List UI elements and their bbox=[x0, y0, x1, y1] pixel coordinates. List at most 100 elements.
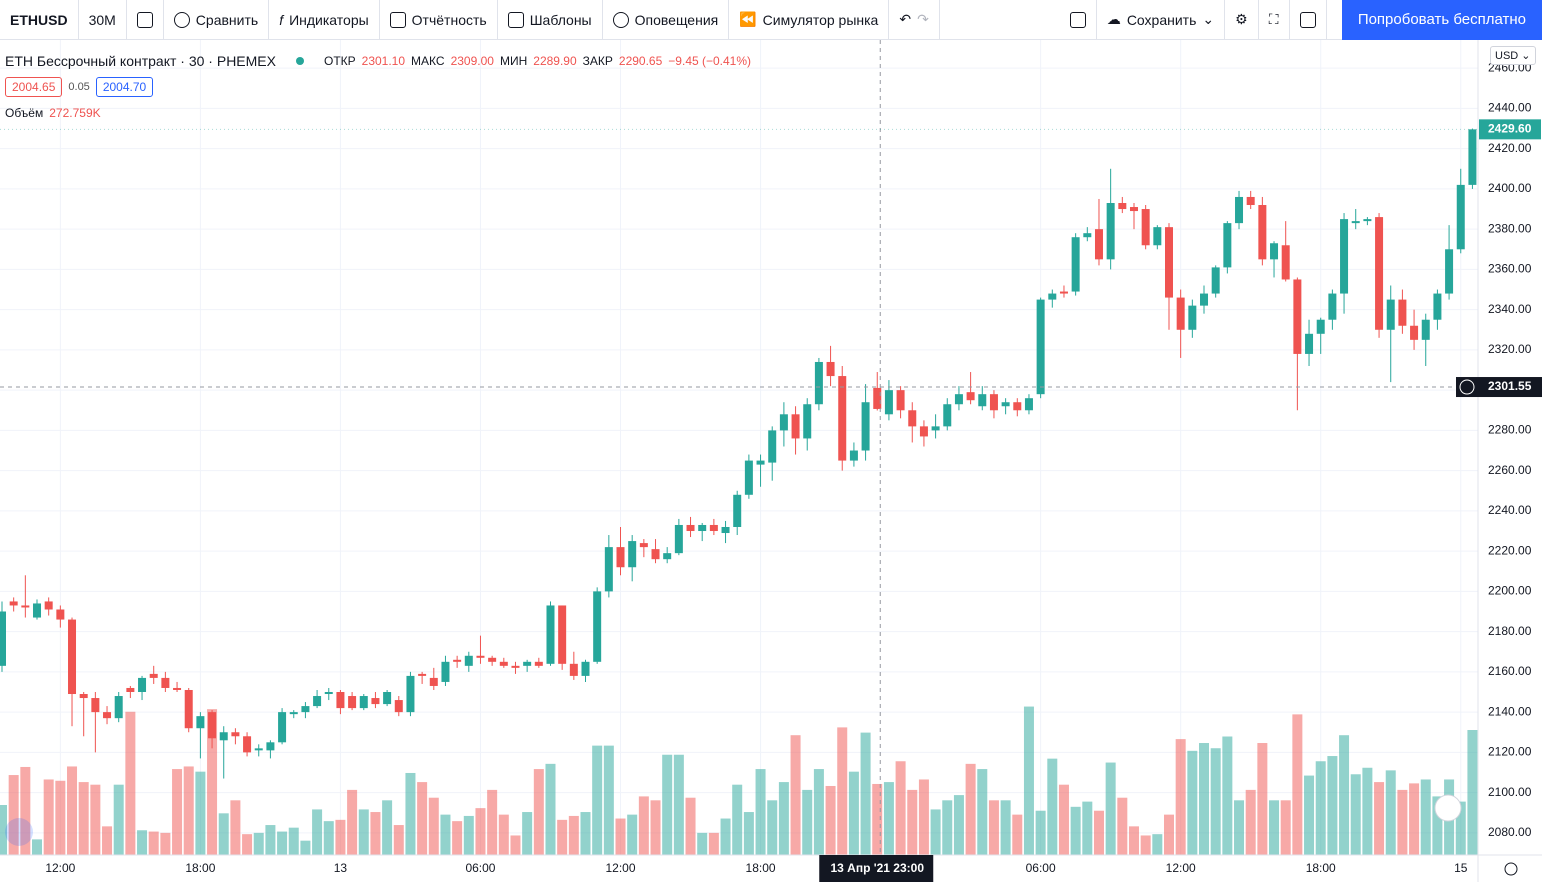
y-tick-label: 2340.00 bbox=[1488, 302, 1532, 316]
currency-select[interactable]: USD ⌄ bbox=[1490, 46, 1536, 65]
candle-body bbox=[208, 712, 217, 739]
volume-bar bbox=[428, 797, 439, 855]
candle-body bbox=[896, 390, 905, 411]
alerts[interactable]: Оповещения bbox=[603, 0, 730, 40]
bid[interactable]: 2004.65 bbox=[5, 77, 63, 97]
volume-bar bbox=[265, 825, 276, 855]
volume-bar bbox=[1467, 730, 1478, 855]
candle-body bbox=[243, 736, 252, 753]
logo bbox=[5, 818, 33, 846]
candle-body bbox=[873, 387, 882, 409]
y-tick-label: 2320.00 bbox=[1488, 342, 1532, 356]
ohlc-label: МАКС bbox=[411, 54, 445, 68]
volume-bar bbox=[627, 814, 638, 855]
candle-body bbox=[768, 430, 777, 463]
candle-body bbox=[114, 696, 123, 719]
compare[interactable]: Сравнить bbox=[164, 0, 270, 40]
replay[interactable]: ⏪ Симулятор рынка bbox=[729, 0, 890, 40]
volume-bar bbox=[977, 769, 988, 855]
y-tick-label: 2260.00 bbox=[1488, 463, 1532, 477]
candle-body bbox=[1351, 221, 1360, 224]
symbol[interactable]: ETHUSD bbox=[0, 0, 79, 40]
ohlc-value: 2290.65 bbox=[618, 54, 663, 68]
financials[interactable]: Отчётность bbox=[380, 0, 498, 40]
candle-body bbox=[826, 361, 835, 377]
candle-body bbox=[429, 677, 438, 686]
y-tick-label: 2140.00 bbox=[1488, 704, 1532, 718]
candle-body bbox=[68, 619, 77, 695]
layout[interactable] bbox=[1060, 0, 1097, 40]
volume-bar bbox=[918, 779, 929, 855]
volume-bar bbox=[883, 782, 894, 855]
volume-bar bbox=[1035, 810, 1046, 855]
candle-body bbox=[254, 748, 263, 751]
y-tick-label: 2420.00 bbox=[1488, 141, 1532, 155]
candle-body bbox=[406, 675, 415, 713]
scroll-button bbox=[1434, 794, 1462, 822]
y-tick-label: 2120.00 bbox=[1488, 745, 1532, 759]
settings[interactable]: ⚙ bbox=[1225, 0, 1259, 40]
candle-body bbox=[336, 692, 345, 709]
interval[interactable]: 30М bbox=[79, 0, 127, 40]
ask[interactable]: 2004.70 bbox=[95, 77, 154, 97]
y-tick-label: 2080.00 bbox=[1488, 825, 1532, 839]
candle-body bbox=[744, 460, 753, 495]
undo-redo[interactable]: ↶ ↷ bbox=[889, 0, 940, 40]
volume-bar bbox=[1058, 784, 1069, 855]
candle-body bbox=[1468, 129, 1477, 185]
trial-button[interactable]: Попробовать бесплатно bbox=[1341, 0, 1542, 40]
volume-bar bbox=[1362, 767, 1373, 855]
candle-body bbox=[1036, 299, 1045, 395]
x-tick-label: 18:00 bbox=[1306, 861, 1336, 875]
indicators[interactable]: f Индикаторы bbox=[269, 0, 380, 40]
candle-body bbox=[849, 450, 858, 461]
x-tick-label: 06:00 bbox=[1026, 861, 1056, 875]
templates[interactable]: Шаблоны bbox=[498, 0, 603, 40]
y-tick-label: 2380.00 bbox=[1488, 221, 1532, 235]
volume-bar bbox=[533, 769, 544, 855]
candle-body bbox=[1270, 243, 1279, 260]
candle-body bbox=[1165, 227, 1173, 298]
candle-body bbox=[138, 677, 147, 692]
volume-bar bbox=[417, 782, 428, 855]
y-tick-label: 2440.00 bbox=[1488, 101, 1532, 115]
chart-style[interactable] bbox=[127, 0, 164, 40]
screenshot[interactable] bbox=[1290, 0, 1327, 40]
candle-body bbox=[663, 553, 672, 560]
candle-body bbox=[1398, 299, 1407, 326]
volume-bar bbox=[323, 821, 334, 855]
volume-bar bbox=[32, 839, 43, 855]
volume-bar bbox=[335, 819, 346, 855]
candle-body bbox=[733, 494, 742, 527]
x-tick-label: 13 bbox=[334, 861, 348, 875]
volume-bar bbox=[1000, 800, 1011, 855]
volume-bar bbox=[43, 779, 54, 855]
y-tick-label: 2180.00 bbox=[1488, 624, 1532, 638]
crosshair-price: 2301.55 bbox=[1488, 379, 1532, 393]
candle-body bbox=[674, 524, 683, 554]
candle-body bbox=[908, 410, 917, 427]
volume-bar bbox=[510, 835, 521, 855]
candle-body bbox=[779, 414, 788, 431]
candle-body bbox=[1153, 227, 1162, 246]
volume-bar bbox=[837, 727, 848, 855]
y-tick-label: 2400.00 bbox=[1488, 181, 1532, 195]
ohlc-label: МИН bbox=[499, 54, 528, 68]
volume-bar bbox=[557, 819, 568, 855]
volume-bar bbox=[802, 789, 813, 855]
volume-bar bbox=[1093, 810, 1104, 855]
legend-title: ETH Бессрочный контракт · 30 · PHEMEX bbox=[5, 53, 276, 69]
volume-bar bbox=[242, 834, 253, 855]
save[interactable]: ☁ Сохранить ⌄ bbox=[1097, 0, 1226, 40]
fullscreen[interactable]: ⛶ bbox=[1259, 0, 1290, 40]
y-tick-label: 2200.00 bbox=[1488, 584, 1532, 598]
volume-bar bbox=[1187, 750, 1198, 855]
candle-body bbox=[919, 426, 928, 437]
candle-body bbox=[581, 661, 590, 676]
candle-body bbox=[838, 376, 847, 461]
candle-body bbox=[954, 394, 963, 405]
candle-body bbox=[814, 361, 823, 405]
volume-bar bbox=[487, 789, 498, 855]
candle-body bbox=[534, 661, 543, 666]
